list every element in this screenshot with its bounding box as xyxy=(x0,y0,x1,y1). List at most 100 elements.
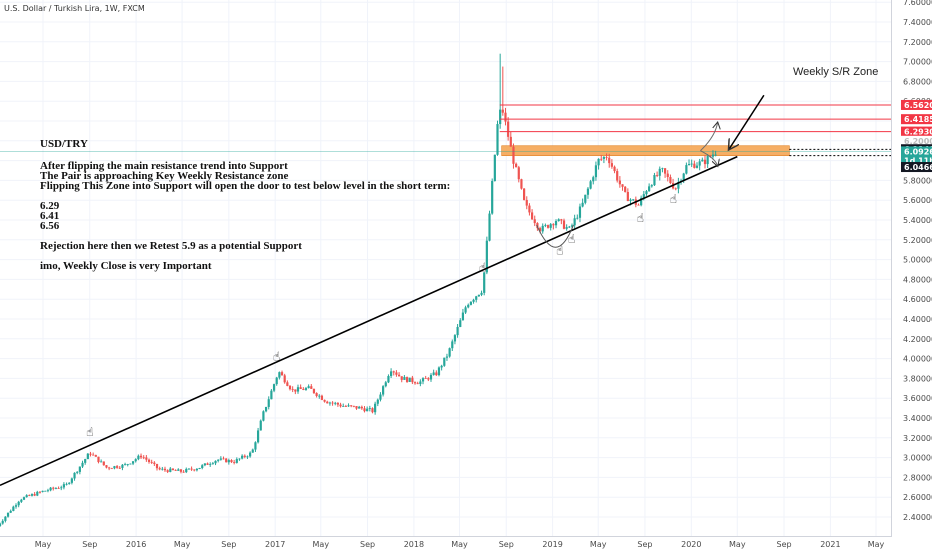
candle xyxy=(491,178,494,215)
candle-body xyxy=(366,408,369,412)
candle-body xyxy=(147,459,151,462)
candle-body xyxy=(557,219,560,222)
candle-body xyxy=(515,163,518,168)
candle xyxy=(201,464,204,470)
candle xyxy=(445,353,449,361)
candle xyxy=(203,463,206,467)
candle-body xyxy=(110,468,113,470)
hand-pointer-icon: ☝ xyxy=(568,232,575,246)
candle xyxy=(690,159,693,167)
candle xyxy=(131,461,135,466)
candle-body xyxy=(666,173,669,178)
candle-body xyxy=(78,466,81,472)
candle xyxy=(666,170,669,182)
candle xyxy=(616,168,619,183)
candle xyxy=(663,167,667,178)
price-tag-bg xyxy=(901,126,932,137)
y-tick-label: 5.00000 xyxy=(903,256,932,265)
candle xyxy=(586,187,590,199)
candle-body xyxy=(701,159,704,162)
candle-body xyxy=(116,466,119,468)
candle xyxy=(493,154,496,182)
candle xyxy=(185,467,188,474)
x-tick-label: May xyxy=(729,540,746,549)
candle-body xyxy=(235,459,238,463)
candle-body xyxy=(405,377,409,382)
candle-body xyxy=(528,205,531,213)
candle xyxy=(113,465,116,470)
candle-body xyxy=(475,296,478,300)
candle-body xyxy=(251,449,254,453)
candle-body xyxy=(153,462,156,464)
candle xyxy=(100,459,103,463)
candle xyxy=(413,381,417,385)
candle-body xyxy=(507,121,510,137)
candle xyxy=(507,117,510,141)
price-tag-bg xyxy=(901,135,932,146)
candle xyxy=(368,405,371,412)
y-tick-label: 2.60000 xyxy=(903,493,932,502)
candle xyxy=(693,160,696,169)
candle xyxy=(695,162,699,169)
candle xyxy=(6,512,10,518)
analysis-note: USD/TRY After flipping the main resistan… xyxy=(40,139,450,272)
candle xyxy=(467,303,470,309)
candle xyxy=(84,458,87,465)
candle-body xyxy=(541,225,544,232)
candle-body xyxy=(491,180,494,214)
candle-body xyxy=(158,468,161,470)
candle-body xyxy=(629,199,632,202)
grid xyxy=(0,0,891,536)
price-axis[interactable]: 2.40000 2.60000 2.80000 3.00000 3.20000 3.400… xyxy=(903,0,932,522)
candle-body xyxy=(483,272,486,293)
y-tick-label: 4.60000 xyxy=(903,295,932,304)
candle xyxy=(211,461,214,465)
candle-body xyxy=(193,469,196,471)
candle-body xyxy=(437,367,441,376)
candle xyxy=(557,218,560,222)
candle xyxy=(358,405,361,409)
time-axis[interactable]: May Sep 2016 May Sep 2017 May Sep 2018 May Sep 2019… xyxy=(35,540,885,549)
candle xyxy=(299,384,302,390)
candle xyxy=(243,454,246,459)
candle xyxy=(219,456,222,461)
candle xyxy=(9,509,12,514)
candle-body xyxy=(86,453,89,460)
candle xyxy=(677,177,680,194)
candle-body xyxy=(374,403,377,413)
candle-body xyxy=(52,487,55,489)
price-tag-label: 6.04665 xyxy=(904,163,932,172)
candle-body xyxy=(690,163,693,165)
candle xyxy=(515,162,518,168)
candle-body xyxy=(84,459,87,463)
candle-body xyxy=(238,458,241,460)
hand-pointer-icon: ☝ xyxy=(670,192,677,206)
candle xyxy=(576,214,579,220)
candle-body xyxy=(65,483,68,485)
candle-body xyxy=(60,487,63,489)
candle xyxy=(137,454,140,461)
candle-body xyxy=(371,408,374,413)
candle xyxy=(65,482,68,486)
price-tag: 6.20000 xyxy=(901,135,932,146)
candle-body xyxy=(350,405,353,407)
candle-body xyxy=(102,461,105,466)
candle xyxy=(36,490,39,497)
hand-pointer-icon: ☝ xyxy=(637,211,644,225)
candle-body xyxy=(421,378,425,382)
candle-body xyxy=(424,378,427,379)
candle-body xyxy=(520,179,523,189)
candle xyxy=(562,218,566,230)
candle-body xyxy=(618,180,621,185)
candle-body xyxy=(427,378,430,380)
candle xyxy=(161,466,164,471)
zone-label: Weekly S/R Zone xyxy=(793,66,879,78)
candle-body xyxy=(44,490,47,492)
candle xyxy=(350,405,353,408)
candle xyxy=(249,451,252,458)
candle xyxy=(424,375,427,379)
candle xyxy=(395,370,398,377)
candle xyxy=(342,403,345,407)
candle-body xyxy=(440,365,443,368)
candle xyxy=(546,224,550,229)
